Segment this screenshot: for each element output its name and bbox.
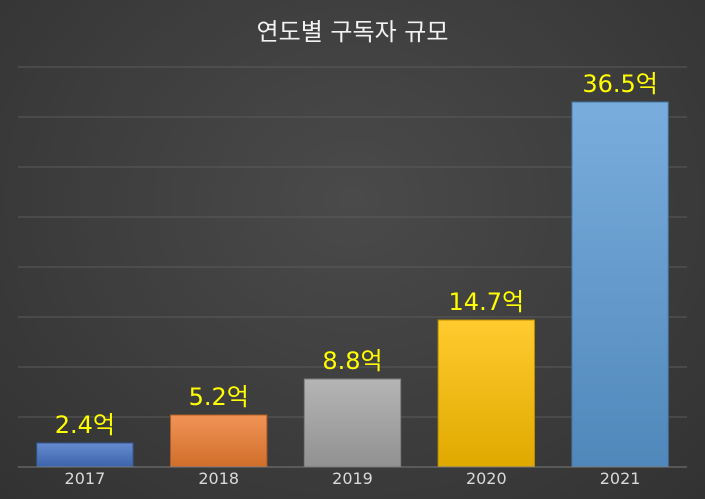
x-tick-label-2021: 2021	[600, 469, 641, 488]
x-tick-label-2017: 2017	[65, 469, 106, 488]
x-tick-label-2019: 2019	[332, 469, 373, 488]
bar-2017	[36, 442, 134, 468]
bar-2021	[571, 101, 669, 468]
bar-2018	[170, 414, 268, 468]
chart-title: 연도별 구독자 규모	[256, 18, 449, 46]
bar-2020	[437, 319, 535, 468]
data-label-2020: 14.7억	[449, 288, 525, 316]
bar-2019	[303, 378, 402, 468]
bars	[36, 101, 669, 468]
data-label-2021: 36.5억	[582, 70, 658, 98]
x-tick-label-2018: 2018	[198, 469, 239, 488]
x-tick-label-2020: 2020	[466, 469, 507, 488]
data-label-2018: 5.2억	[189, 383, 249, 411]
data-label-2019: 8.8억	[322, 347, 382, 375]
x-axis: 2017 2018 2019 2020 2021	[18, 466, 687, 488]
data-label-2017: 2.4억	[55, 411, 115, 439]
data-labels: 2.4억 5.2억 8.8억 14.7억 36.5억	[55, 70, 658, 439]
